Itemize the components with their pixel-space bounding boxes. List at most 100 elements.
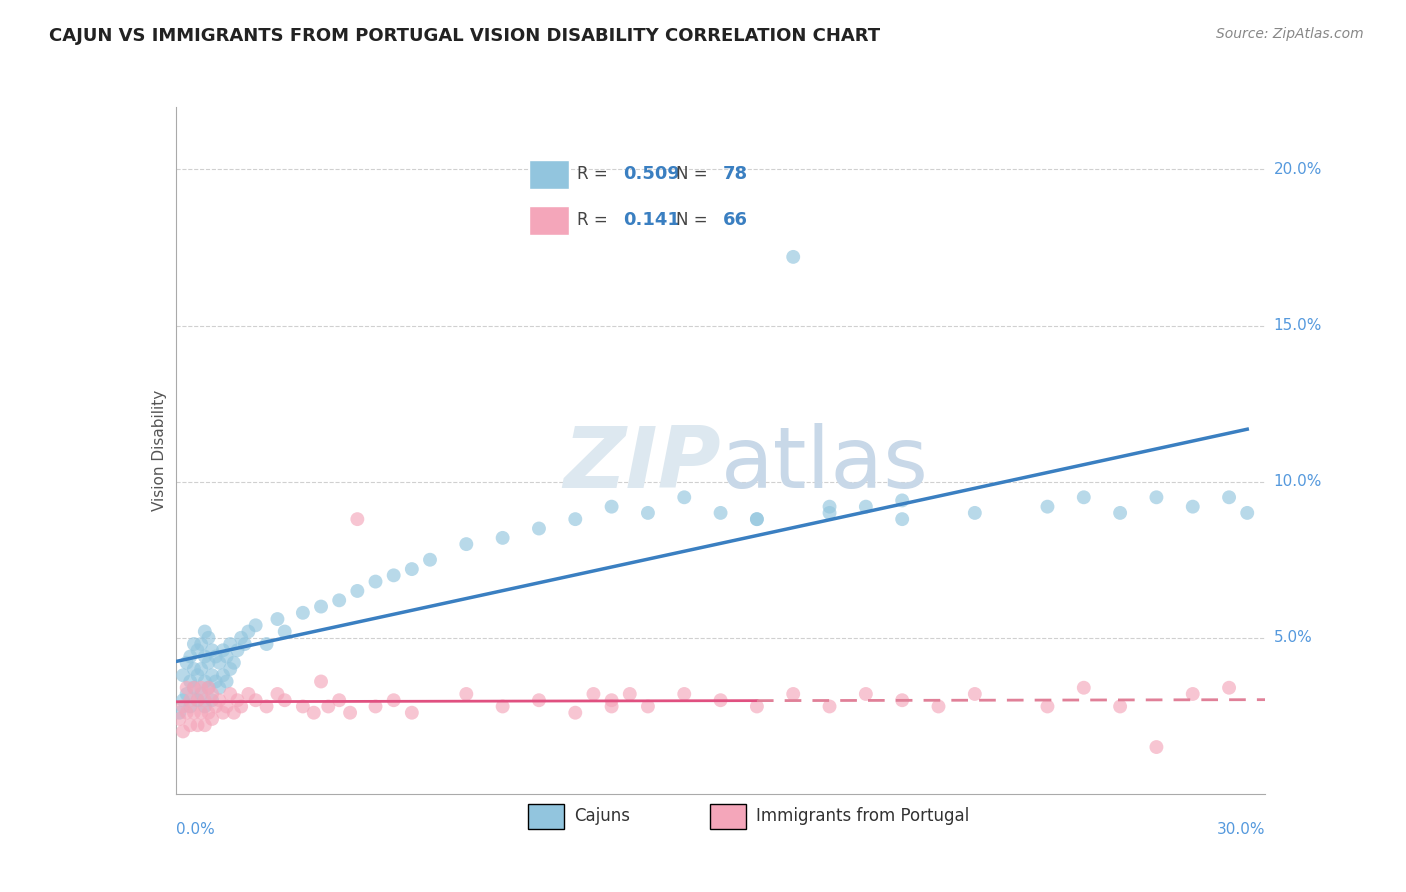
Point (710, 693, 733, 707)
Point (201, 693, 224, 707)
Point (963, 687, 986, 701)
Point (226, 693, 249, 707)
Point (1181, 687, 1204, 701)
Point (183, 637, 205, 651)
Point (201, 687, 224, 701)
Point (600, 693, 623, 707)
Text: 30.0%: 30.0% (1218, 822, 1265, 837)
Point (176, 687, 198, 701)
Point (401, 562, 423, 576)
Point (179, 674, 201, 689)
Point (231, 699, 253, 714)
Point (215, 699, 238, 714)
Point (197, 706, 219, 720)
Point (328, 593, 350, 607)
Point (1109, 506, 1132, 520)
Point (1236, 506, 1258, 520)
Point (745, 512, 768, 526)
Point (204, 699, 226, 714)
Point (274, 624, 297, 639)
Point (222, 656, 245, 670)
Point (201, 712, 224, 726)
Point (309, 674, 332, 689)
Point (346, 512, 368, 526)
Point (637, 699, 659, 714)
Point (382, 693, 405, 707)
Point (564, 512, 586, 526)
Point (745, 512, 768, 526)
Text: CAJUN VS IMMIGRANTS FROM PORTUGAL VISION DISABILITY CORRELATION CHART: CAJUN VS IMMIGRANTS FROM PORTUGAL VISION… (49, 27, 880, 45)
Text: N =: N = (676, 211, 707, 229)
Point (183, 706, 205, 720)
Point (818, 506, 841, 520)
Text: R =: R = (576, 211, 613, 229)
Point (172, 668, 194, 682)
Point (274, 693, 297, 707)
Point (201, 668, 224, 682)
Point (172, 724, 194, 739)
Point (186, 693, 209, 707)
Point (492, 699, 515, 714)
Point (219, 687, 242, 701)
Point (194, 649, 217, 664)
Point (291, 606, 314, 620)
Point (527, 521, 550, 535)
Point (186, 668, 209, 682)
Point (710, 506, 733, 520)
Point (179, 718, 201, 732)
Point (238, 687, 260, 701)
Point (309, 599, 332, 614)
Point (186, 718, 209, 732)
Point (186, 693, 209, 707)
Point (169, 706, 191, 720)
Point (204, 674, 226, 689)
Point (176, 681, 198, 695)
Text: 15.0%: 15.0% (1274, 318, 1322, 333)
Point (782, 250, 804, 264)
Text: R =: R = (576, 165, 607, 183)
FancyBboxPatch shape (710, 804, 745, 829)
Point (208, 656, 231, 670)
Y-axis label: Vision Disability: Vision Disability (152, 390, 167, 511)
Point (212, 668, 235, 682)
Point (1036, 699, 1059, 714)
Text: 66: 66 (723, 211, 748, 229)
Point (364, 699, 387, 714)
Point (208, 681, 231, 695)
Point (169, 712, 191, 726)
Text: atlas: atlas (721, 423, 928, 506)
Point (818, 500, 841, 514)
Point (256, 699, 278, 714)
Point (212, 706, 235, 720)
Point (226, 643, 249, 657)
Point (328, 693, 350, 707)
Text: Immigrants from Portugal: Immigrants from Portugal (756, 807, 969, 825)
Point (673, 687, 696, 701)
Point (419, 552, 441, 567)
Point (238, 624, 260, 639)
Point (1073, 490, 1095, 504)
Point (855, 500, 877, 514)
Point (600, 500, 623, 514)
Point (197, 681, 219, 695)
Point (302, 706, 325, 720)
Point (197, 681, 219, 695)
Point (194, 693, 217, 707)
Text: N =: N = (676, 165, 707, 183)
Point (1073, 681, 1095, 695)
Point (963, 506, 986, 520)
FancyBboxPatch shape (530, 160, 568, 188)
Point (204, 649, 226, 664)
Point (219, 662, 242, 676)
Text: Source: ZipAtlas.com: Source: ZipAtlas.com (1216, 27, 1364, 41)
Point (782, 687, 804, 701)
Point (186, 643, 209, 657)
Point (197, 656, 219, 670)
FancyBboxPatch shape (529, 804, 564, 829)
Point (527, 693, 550, 707)
Point (637, 506, 659, 520)
Point (176, 706, 198, 720)
Text: 10.0%: 10.0% (1274, 475, 1322, 489)
Point (401, 706, 423, 720)
Text: 5.0%: 5.0% (1274, 631, 1312, 645)
